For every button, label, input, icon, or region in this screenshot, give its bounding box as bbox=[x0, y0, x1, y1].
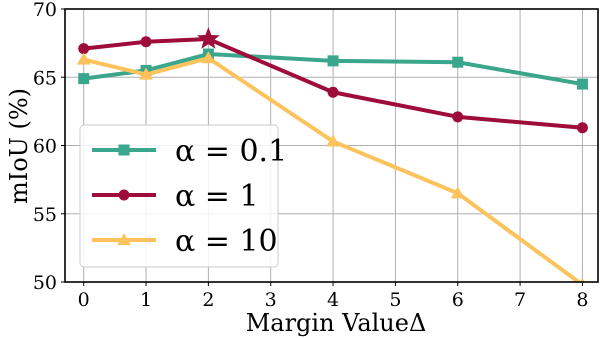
x-tick-label: 4 bbox=[327, 289, 339, 311]
x-tick-label: 0 bbox=[78, 289, 90, 311]
axes-frame bbox=[61, 8, 599, 286]
x-tick-label: 6 bbox=[452, 289, 464, 311]
data-point bbox=[450, 186, 465, 199]
legend: α = 0.1 α = 1 α = 10 bbox=[79, 124, 287, 268]
plot-border bbox=[64, 8, 599, 283]
x-tick-label: 5 bbox=[389, 289, 401, 311]
legend-label: α = 0.1 bbox=[175, 134, 287, 169]
data-point bbox=[78, 43, 90, 55]
data-point bbox=[580, 277, 585, 282]
y-tick-label: 50 bbox=[33, 272, 57, 294]
x-axis-title: Margin ValueΔ bbox=[246, 309, 427, 337]
y-axis-title: mIoU (%) bbox=[5, 88, 33, 204]
data-point bbox=[326, 134, 340, 147]
series-line bbox=[83, 56, 583, 282]
data-point bbox=[576, 122, 588, 134]
series-line bbox=[83, 37, 583, 130]
data-point bbox=[78, 73, 90, 85]
plot-area bbox=[76, 27, 588, 282]
data-point bbox=[452, 56, 464, 68]
x-tick-label: 1 bbox=[140, 289, 152, 311]
tick-labels: 0 1 2 3 4 5 6 7 8 50 55 60 65 70 bbox=[33, 0, 589, 311]
data-point bbox=[140, 36, 152, 48]
legend-label: α = 1 bbox=[175, 179, 259, 214]
x-tick-label: 2 bbox=[202, 289, 214, 311]
data-point bbox=[327, 86, 339, 98]
data-point bbox=[327, 55, 339, 67]
legend-swatch-marker bbox=[118, 189, 130, 201]
x-tick-label: 3 bbox=[265, 289, 277, 311]
y-tick-label: 55 bbox=[33, 204, 57, 226]
x-tick-label: 7 bbox=[514, 289, 526, 311]
data-point bbox=[452, 111, 464, 123]
legend-swatch-marker bbox=[118, 144, 130, 156]
y-tick-label: 60 bbox=[33, 136, 57, 158]
y-tick-label: 65 bbox=[33, 67, 57, 89]
legend-box bbox=[79, 124, 279, 268]
data-point bbox=[76, 52, 91, 65]
highlight-star-marker bbox=[196, 27, 220, 49]
x-tick-label: 8 bbox=[576, 289, 588, 311]
data-point bbox=[201, 51, 216, 64]
legend-swatch-marker bbox=[117, 233, 131, 246]
data-point bbox=[139, 67, 153, 80]
legend-label: α = 10 bbox=[175, 224, 278, 259]
y-tick-label: 70 bbox=[33, 0, 57, 21]
data-point bbox=[576, 78, 588, 90]
